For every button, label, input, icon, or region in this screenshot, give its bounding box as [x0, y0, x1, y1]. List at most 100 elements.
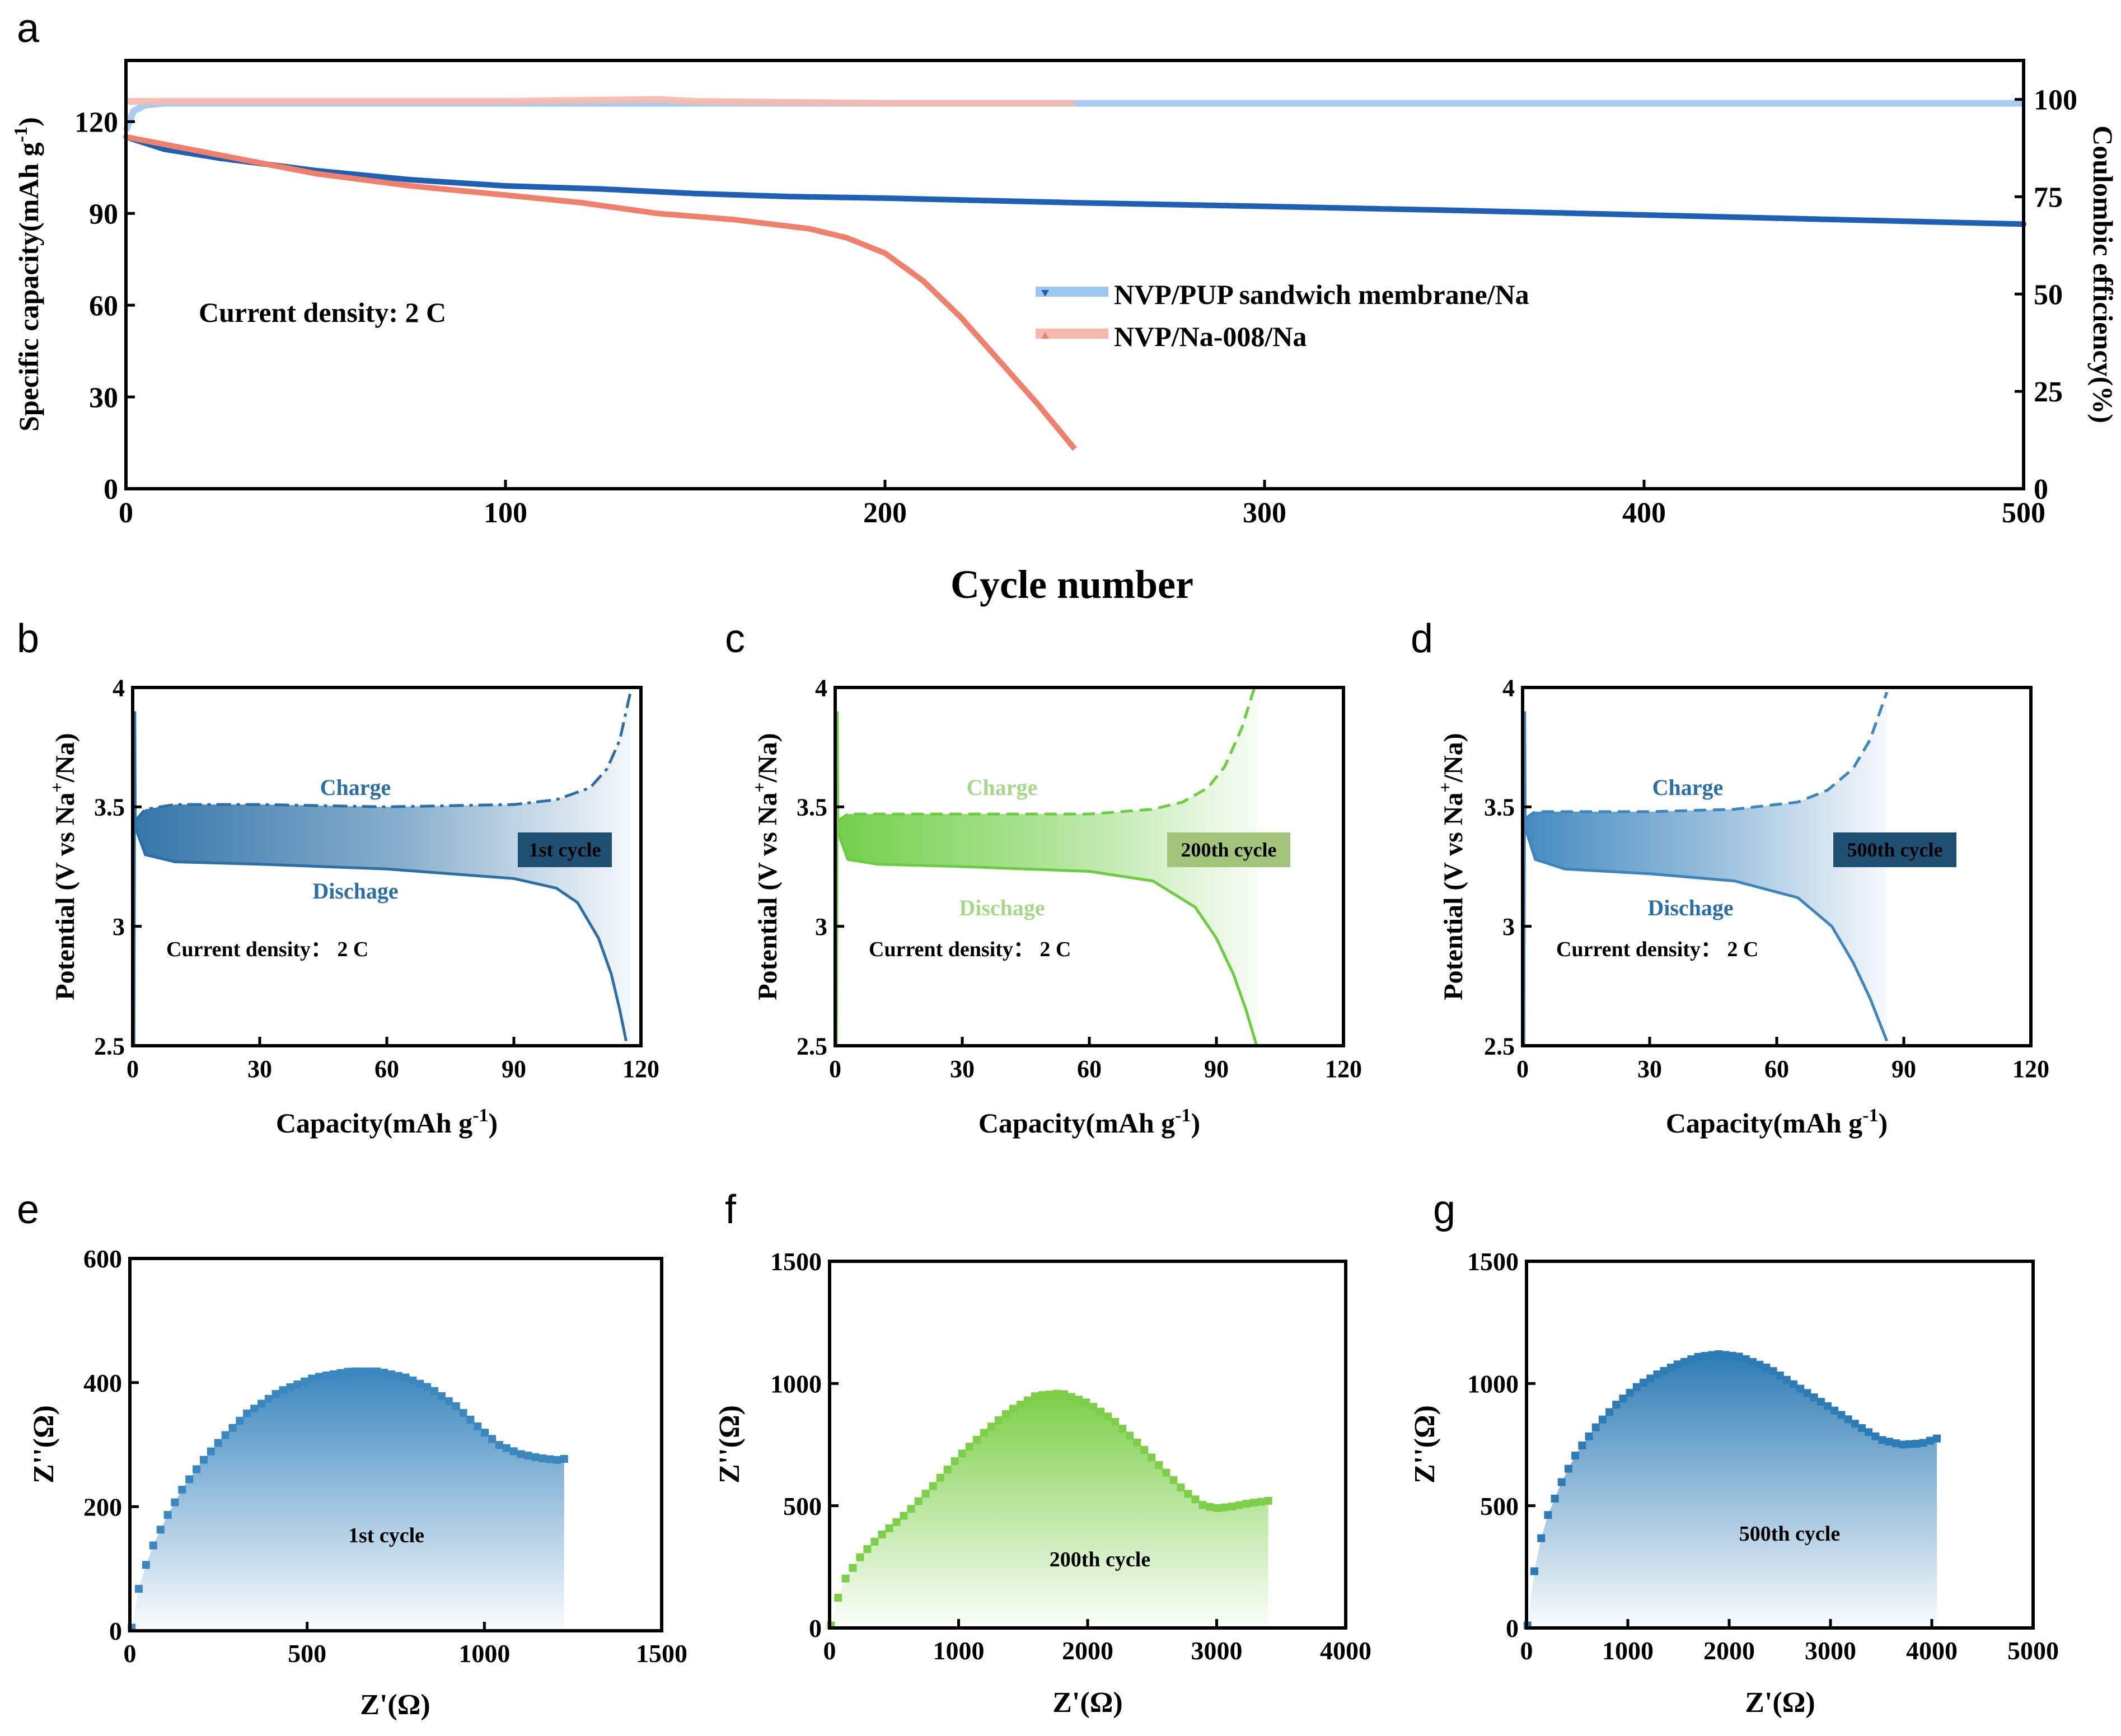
panel-c-ytick-label: 2.5: [797, 1032, 827, 1060]
panel-f-data-point: [1075, 1396, 1083, 1404]
panel-e-data-point: [380, 1369, 388, 1377]
panel-g-data-point: [1557, 1478, 1566, 1486]
panel-a-xtick-label: 500: [2002, 497, 2045, 529]
panel-a-series-2-point: [521, 194, 527, 200]
panel-e-data-point: [336, 1369, 345, 1377]
panel-a-series-0-point: [1622, 212, 1628, 218]
panel-g-data-point: [1796, 1384, 1805, 1393]
panel-e-data-point: [459, 1409, 467, 1417]
panel-g-data-point: [1816, 1398, 1825, 1406]
panel-e-data-point: [416, 1379, 424, 1388]
panel-a-series-0-point: [1280, 204, 1286, 210]
panel-letter-d: d: [1411, 616, 1433, 661]
panel-f-data-point: [1191, 1495, 1200, 1504]
panel-e-data-point: [387, 1370, 395, 1378]
panel-a-series-0-point: [1452, 207, 1457, 213]
panel-g-data-point: [1865, 1428, 1873, 1436]
panel-g-data-point: [1694, 1353, 1702, 1361]
panel-a-series-2-point: [214, 152, 220, 158]
panel-f-data-point: [1140, 1446, 1149, 1454]
panel-a-series-0-point: [901, 195, 907, 202]
panel-f-xtick-label: 2000: [1062, 1636, 1113, 1665]
panel-a-series-0-point: [1527, 209, 1533, 215]
panel-g-ytick-label: 1500: [1467, 1247, 1519, 1276]
panel-a-series-2-point: [555, 198, 561, 203]
panel-g-data-point: [1619, 1395, 1627, 1403]
panel-a-series-2-point: [453, 187, 459, 193]
panel-e-data-point: [329, 1370, 338, 1378]
panel-g-data-point: [1660, 1367, 1668, 1375]
panel-g-data-point: [1646, 1374, 1655, 1383]
panel-a-series-0-point: [1508, 209, 1514, 215]
panel-g-data-point: [1858, 1424, 1866, 1432]
panel-f-data-point: [1133, 1438, 1141, 1447]
panel-a-series-0-point: [730, 191, 736, 198]
panel-a-series-2-point: [601, 203, 607, 209]
panel-a-series-2-point: [373, 179, 380, 185]
panel-a-series-0-point: [1736, 214, 1742, 220]
panel-e-data-point: [193, 1465, 201, 1473]
panel-f-data-point: [958, 1449, 966, 1458]
panel-a-series-2-point: [146, 138, 152, 144]
panel-a-series-2-point: [658, 210, 664, 217]
panel-a-series-0-point: [597, 186, 603, 192]
panel-f-data-point: [1213, 1504, 1221, 1512]
panel-f-data-point: [994, 1416, 1003, 1425]
panel-e-cycle-label: 1st cycle: [348, 1524, 424, 1547]
panel-d-xtick-label: 60: [1764, 1055, 1789, 1083]
panel-b-ticks: 0 30 60 90 120 2.5 3 3.5 4: [94, 674, 659, 1083]
panel-d-xtick-label: 30: [1637, 1055, 1662, 1083]
panel-a-series-0-point: [1926, 219, 1932, 225]
panel-b-xtick-label: 30: [247, 1055, 272, 1083]
panel-g-data-point: [1666, 1364, 1675, 1372]
panel-e-data-point: [509, 1447, 518, 1456]
panel-a-ylabel-sup: -1: [11, 127, 31, 142]
panel-a-series-2-point: [282, 165, 288, 171]
panel-g-data-point: [1885, 1438, 1893, 1446]
panel-e-data-point: [553, 1456, 561, 1464]
panel-a-series-2-point: [727, 216, 732, 222]
panel-c-cycle-label: 200th cycle: [1181, 839, 1277, 861]
panel-f-data-point: [1169, 1476, 1178, 1484]
panel-e-ytick-label: 600: [83, 1244, 122, 1273]
panel-c-xlabel: Capacity(mAh g-1): [978, 1105, 1200, 1139]
panel-a-series-2-point: [328, 172, 334, 179]
panel-c-ytick-label: 3: [815, 913, 827, 940]
panel-f-data-point: [1111, 1417, 1120, 1426]
panel-b-ylabel: Potential (V vs Na+/Na): [46, 733, 80, 1000]
panel-d-discharge-curve: [1523, 825, 1889, 1042]
panel-a-series-2-point: [761, 220, 766, 226]
panel-d-charge-label: Charge: [1652, 775, 1724, 800]
panel-a-series-0-point: [806, 194, 812, 200]
panel-f-data-point: [1235, 1501, 1243, 1509]
panel-a-series-2-point: [1056, 428, 1062, 434]
panel-a-series-2-point: [988, 349, 994, 355]
panel-a-series-0-point: [977, 198, 983, 203]
panel-a-series-0-point: [1337, 205, 1343, 211]
panel-a-series-2-point: [260, 160, 266, 166]
panel-g-data-point: [1844, 1415, 1852, 1424]
panel-g-frame: [1525, 1260, 2035, 1630]
panel-b-xlabel-sup: -1: [472, 1105, 488, 1126]
panel-f-ytick-label: 0: [809, 1614, 822, 1643]
panel-a-series-2-point: [612, 204, 619, 210]
panel-a-series-0-point: [408, 177, 414, 183]
panel-b-annotation: Current density： 2 C: [166, 938, 368, 961]
panel-e-data-point: [452, 1402, 460, 1410]
panel-c-xlabel-main: Capacity(mAh g: [978, 1107, 1175, 1139]
panel-b-ytick-label: 2.5: [94, 1032, 125, 1060]
panel-a-series-0-point: [1318, 204, 1324, 210]
panel-e-data-point: [243, 1409, 251, 1417]
panel-a-series-2-point: [396, 181, 402, 188]
panel-a-series-0-point: [711, 191, 717, 197]
panel-b-ytick-label: 4: [113, 674, 125, 701]
panel-a-y2tick-label: 75: [2034, 181, 2063, 213]
panel-a-series-2-point: [362, 177, 368, 183]
panel-a-series-0-point: [559, 185, 565, 191]
panel-a-series-0-point: [863, 195, 869, 201]
panel-a-series-0-point: [958, 197, 964, 203]
panel-a-series-0-point: [578, 185, 584, 191]
panel-g-ytick-label: 500: [1480, 1492, 1519, 1520]
panel-f-data-point: [885, 1524, 893, 1532]
panel-g-data-point: [1912, 1439, 1921, 1448]
